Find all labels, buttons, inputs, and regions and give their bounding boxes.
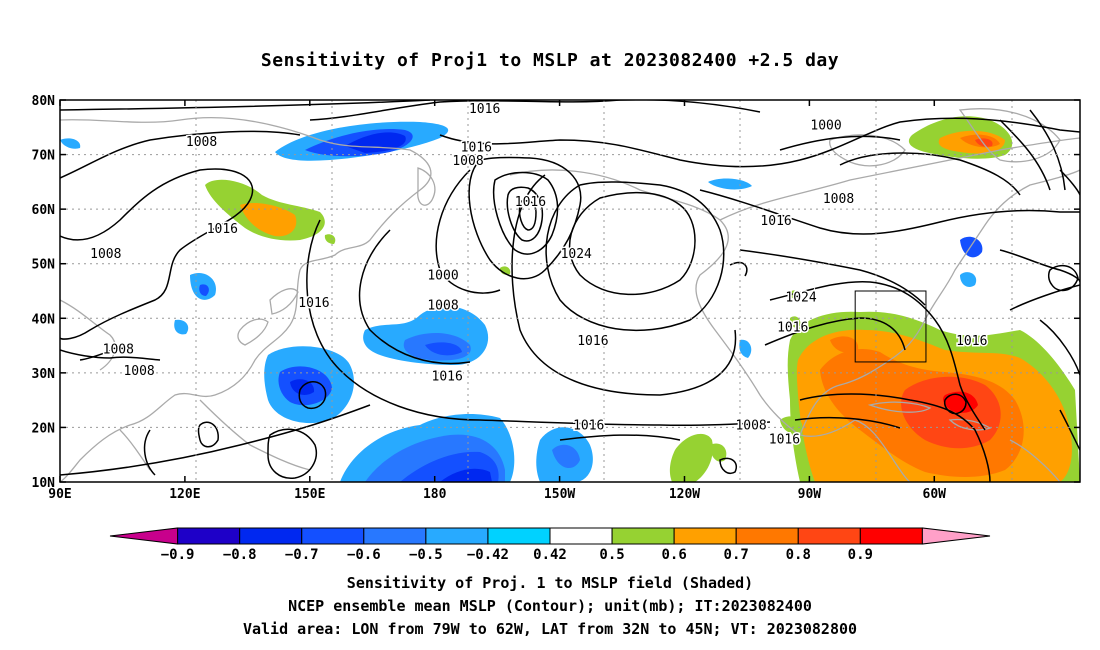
latitude-label: 30N [32,367,56,382]
contour-label: 1008 [123,364,154,379]
colorbar-box [735,527,799,545]
colorbar-label: 0.9 [848,547,873,563]
longitude-labels: 90E 120E 150E 180 150W 120W 90W 60W [48,487,946,502]
colorbar-box [797,527,861,545]
contour-label: 1016 [432,370,463,385]
colorbar-box [673,527,737,545]
latitude-label: 70N [32,149,56,164]
colorbar-label: −0.7 [285,547,319,563]
longitude-label: 90W [798,487,822,502]
colorbar-label: −0.42 [467,547,509,563]
longitude-label: 60W [923,487,947,502]
contour-label: 1016 [956,334,987,349]
longitude-label: 180 [423,487,447,502]
contour-label: 1016 [469,102,500,117]
colorbar-box [425,527,489,545]
contour-label: 1024 [561,247,592,262]
colorbar-box [239,527,303,545]
latitude-label: 50N [32,258,56,273]
colorbar [109,527,991,545]
colorbar-box [177,527,241,545]
caption-line-2: NCEP ensemble mean MSLP (Contour); unit(… [288,597,812,615]
negative-sensitivity-shading [60,121,983,482]
contour-label: 1016 [207,222,238,237]
contour-label: 1016 [298,296,329,311]
colorbar-box [301,527,365,545]
contour-label: 1016 [760,214,791,229]
colorbar-box [363,527,427,545]
colorbar-box [549,527,613,545]
mslp-contours [60,100,1080,482]
contour-label: 1008 [452,154,483,169]
colorbar-label: −0.8 [223,547,257,563]
contour-label: 1000 [810,119,841,134]
colorbar-box [859,527,923,545]
colorbar-label: −0.6 [347,547,381,563]
latitude-label: 80N [32,94,56,109]
colorbar-label: 0.7 [724,547,749,563]
contour-label: 1016 [577,334,608,349]
colorbar-label: 0.5 [599,547,624,563]
colorbar-right-triangle [921,527,991,545]
colorbar-label: −0.5 [409,547,443,563]
contour-label: 1008 [186,135,217,150]
caption-line-1: Sensitivity of Proj. 1 to MSLP field (Sh… [346,574,754,592]
contour-label: 1016 [769,432,800,447]
contour-label: 1016 [777,320,808,335]
colorbar-left-triangle [109,527,179,545]
contour-label: 1008 [735,419,766,434]
latitude-labels: 80N 70N 60N 50N 40N 30N 20N 10N [32,94,56,491]
colorbar-labels: −0.9 −0.8 −0.7 −0.6 −0.5 −0.42 0.42 0.5 0.6 0.7 0.… [161,547,873,563]
longitude-label: 150W [544,487,575,502]
colorbar-label: −0.9 [161,547,195,563]
contour-label: 1016 [461,140,492,155]
colorbar-label: 0.6 [661,547,686,563]
contour-label: 1008 [427,299,458,314]
contour-label: 1000 [427,269,458,284]
valid-area-box [854,290,927,363]
contour-label: 1008 [823,192,854,207]
latitude-label: 40N [32,312,56,327]
contour-label: 1008 [90,247,121,262]
colorbar-label: 0.8 [786,547,811,563]
longitude-label: 90E [48,487,71,502]
latitude-label: 20N [32,421,56,436]
contour-label: 1016 [515,195,546,210]
axis-ticks [59,99,1080,483]
gridlines [60,100,1080,482]
map-frame [59,99,1081,483]
colorbar-label: 0.42 [533,547,567,563]
colorbar-box [487,527,551,545]
caption-line-3: Valid area: LON from 79W to 62W, LAT fro… [242,620,858,638]
contour-label: 1024 [785,290,816,305]
longitude-label: 150E [294,487,325,502]
contour-label: 1016 [573,419,604,434]
longitude-label: 120W [669,487,700,502]
coastlines [60,108,1080,482]
plot-title: Sensitivity of Proj1 to MSLP at 20230824… [260,50,840,71]
longitude-label: 120E [169,487,200,502]
contour-label: 1008 [103,342,134,357]
colorbar-box [611,527,675,545]
latitude-label: 10N [32,476,56,491]
latitude-label: 60N [32,203,56,218]
